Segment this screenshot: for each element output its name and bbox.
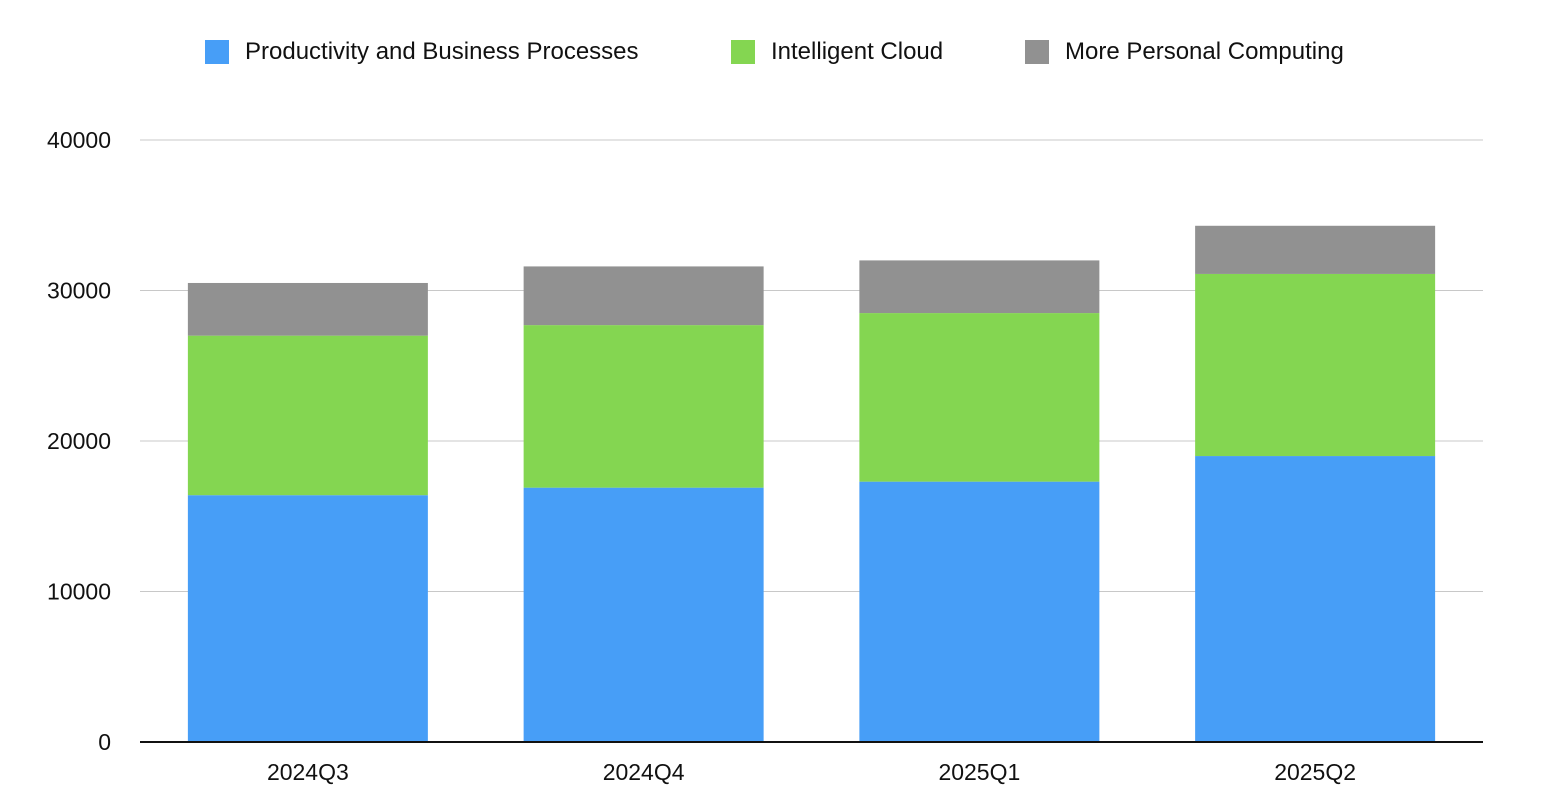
bar-segment (859, 481, 1100, 742)
bar-segment (1195, 273, 1436, 457)
legend-item-more-personal-computing: More Personal Computing (1025, 30, 1344, 74)
y-tick-label: 40000 (47, 127, 111, 153)
legend-item-productivity: Productivity and Business Processes (205, 30, 639, 74)
y-tick-label: 30000 (47, 278, 111, 304)
bar-segment (523, 266, 764, 326)
bar-segment (1195, 225, 1436, 274)
bar-segment (1195, 456, 1436, 742)
x-tick-label: 2025Q1 (938, 759, 1020, 785)
bar-segment (187, 282, 428, 336)
bar-segment (187, 335, 428, 496)
bar-segment (523, 325, 764, 488)
legend-swatch-productivity (205, 40, 229, 64)
y-tick-label: 10000 (47, 579, 111, 605)
legend-label-intelligent-cloud: Intelligent Cloud (771, 38, 944, 65)
legend-label-more-personal-computing: More Personal Computing (1065, 38, 1344, 65)
y-tick-label: 20000 (47, 428, 111, 454)
legend-swatch-intelligent-cloud (731, 40, 755, 64)
legend-swatch-more-personal-computing (1025, 40, 1049, 64)
legend-item-intelligent-cloud: Intelligent Cloud (731, 30, 943, 74)
legend-label-productivity: Productivity and Business Processes (245, 38, 639, 65)
legend: Productivity and Business Processes Inte… (0, 30, 1544, 74)
x-tick-label: 2025Q2 (1274, 759, 1356, 785)
bar-segment (187, 495, 428, 742)
bar-segment (859, 260, 1100, 314)
x-tick-label: 2024Q4 (603, 759, 685, 785)
bar-segment (859, 313, 1100, 482)
bar-segment (523, 487, 764, 742)
x-tick-label: 2024Q3 (267, 759, 349, 785)
y-tick-label: 0 (98, 729, 111, 755)
